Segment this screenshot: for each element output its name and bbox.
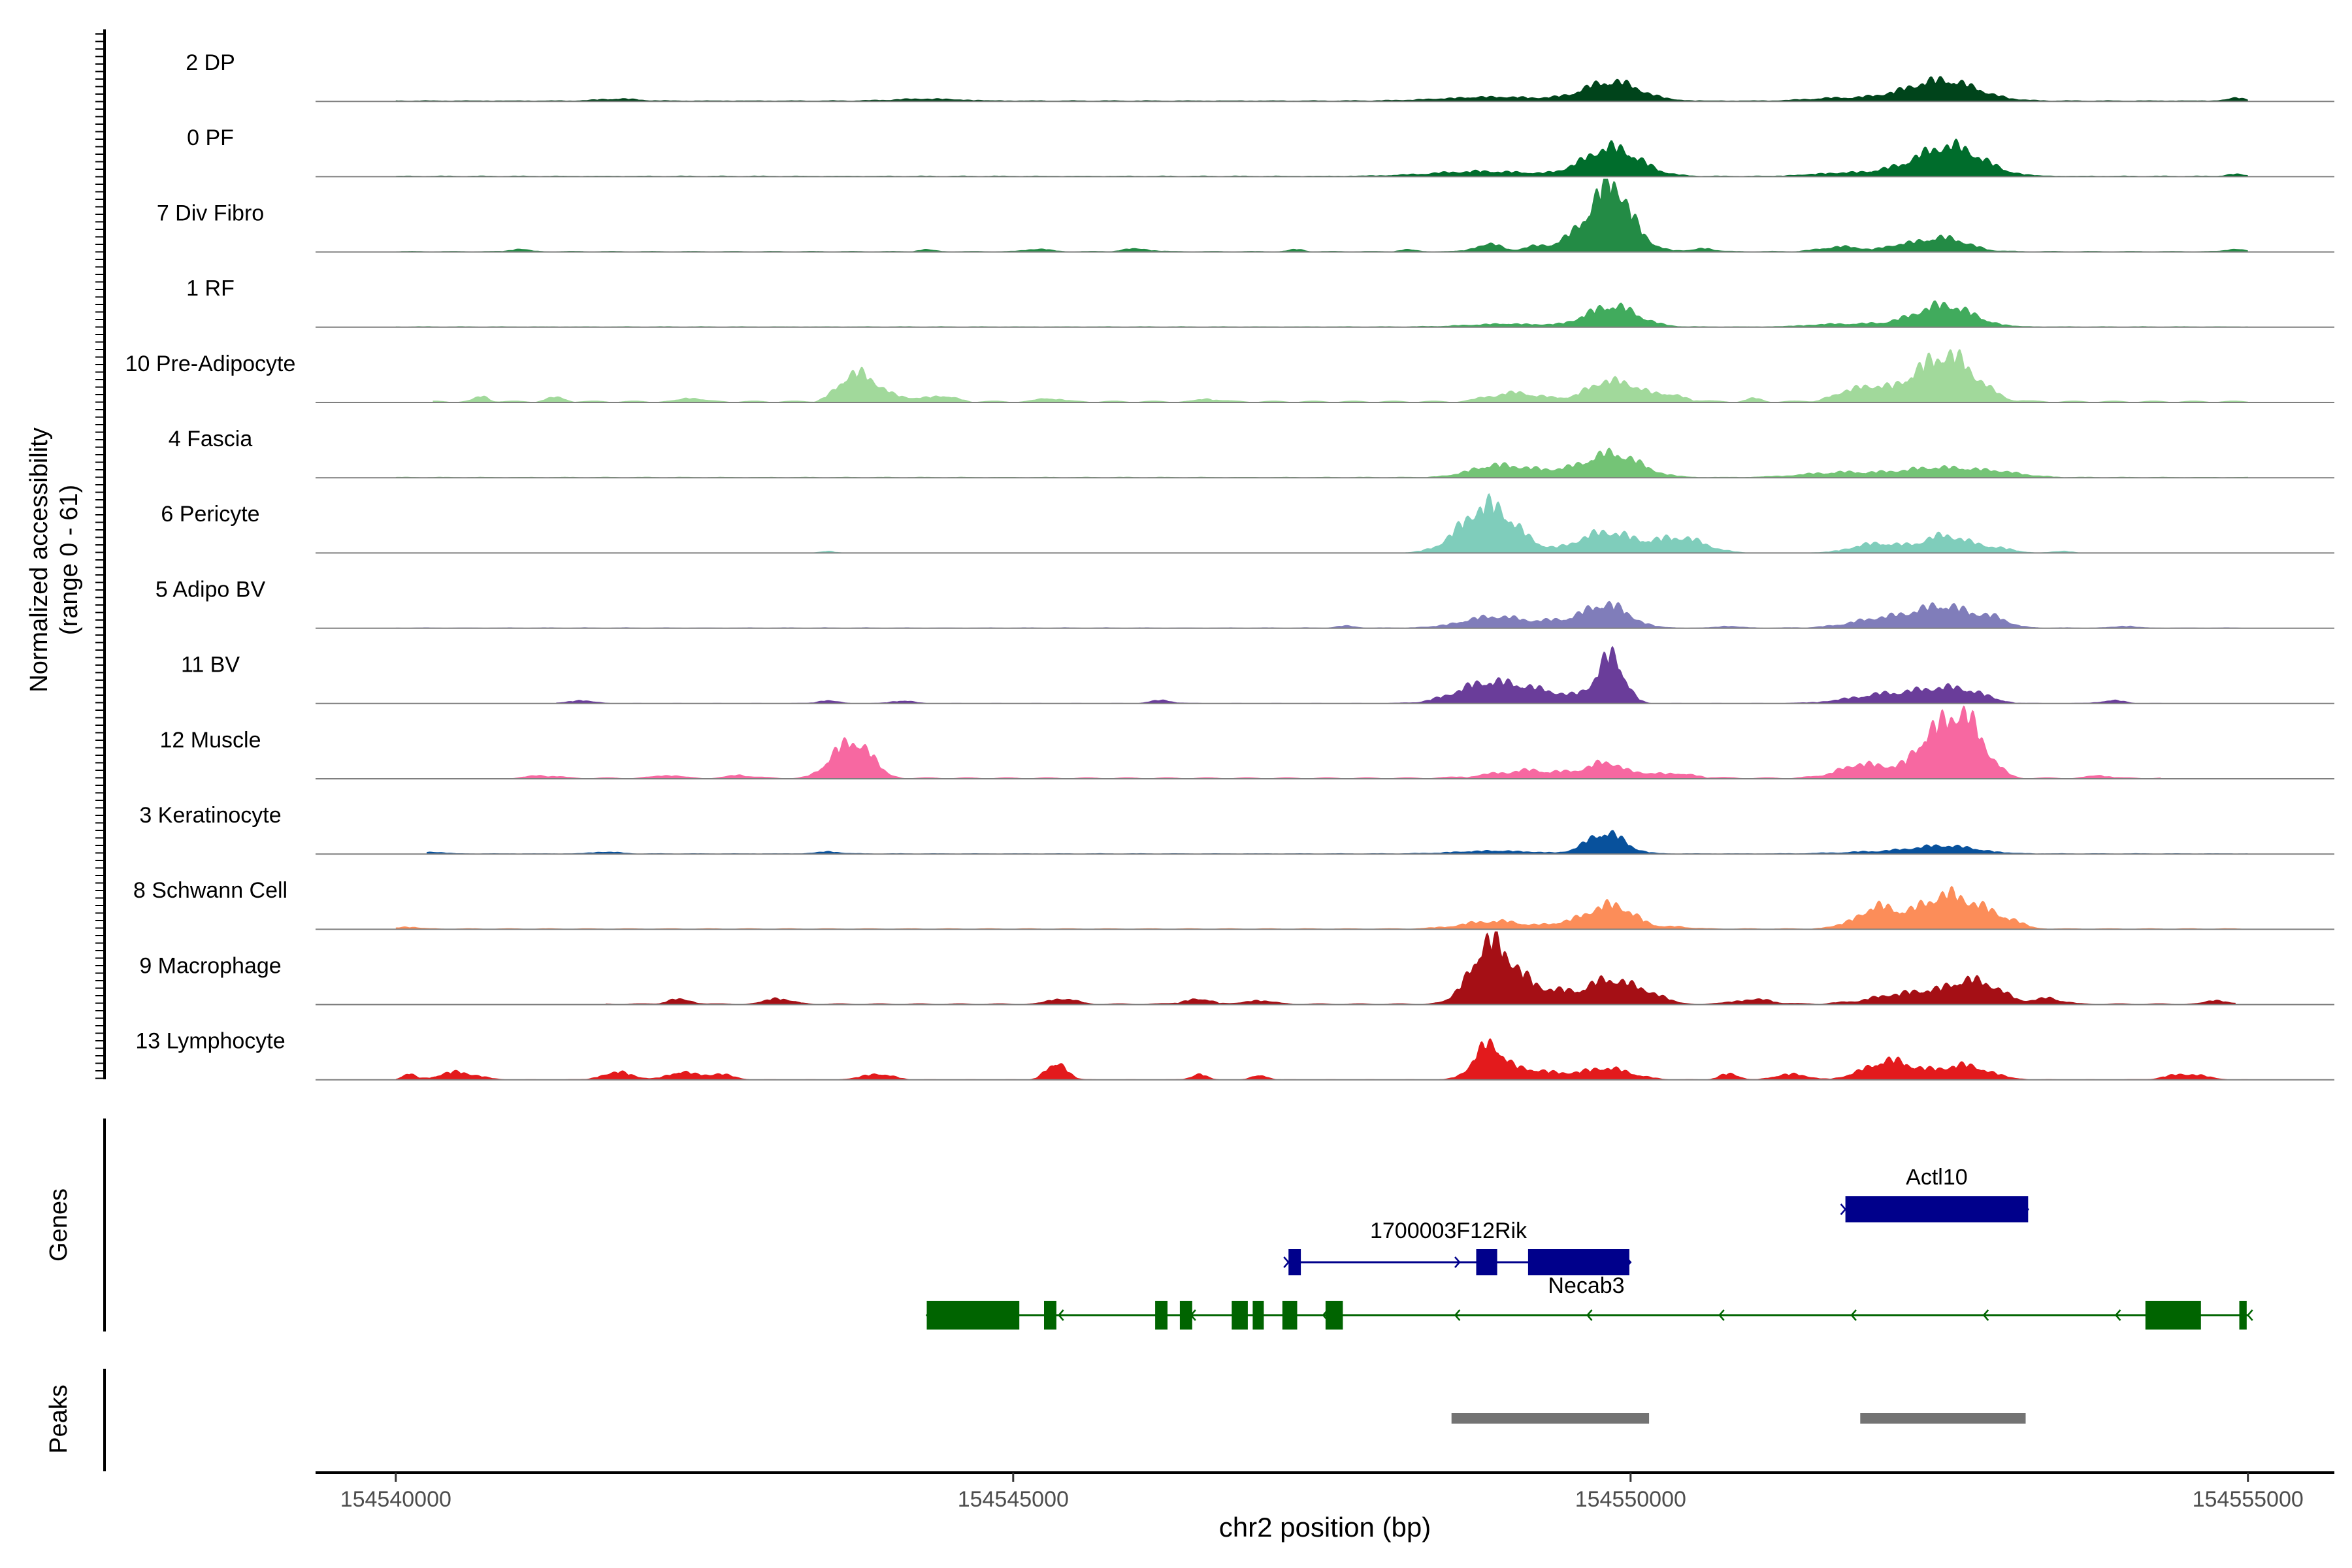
track-label: 12 Muscle	[160, 728, 261, 753]
track-coverage-area	[556, 645, 2187, 704]
strand-arrow-icon	[1454, 1309, 1461, 1321]
track-5-adipo-bv: 5 Adipo BV	[155, 577, 2334, 629]
gene-label: Actl10	[1906, 1165, 1968, 1190]
x-axis: chr2 position (bp) 154540000 154545000 154…	[316, 1471, 2334, 1543]
strand-arrow-icon	[1586, 1309, 1593, 1321]
gene-annotation-track: Genes Actl10 1700003F12Rik Necab3	[45, 1119, 2253, 1331]
gene-exon	[1179, 1301, 1192, 1330]
x-axis-label: chr2 position (bp)	[1219, 1512, 1431, 1543]
gene-exon	[1325, 1301, 1343, 1330]
track-0-pf: 0 PF	[187, 125, 2334, 178]
gene-exon	[1232, 1301, 1248, 1330]
track-1-rf: 1 RF	[186, 276, 2334, 328]
track-coverage-area	[395, 1038, 2248, 1080]
track-label: 1 RF	[186, 276, 235, 301]
gene-exon	[1527, 1249, 1629, 1275]
track-label: 11 BV	[181, 653, 240, 678]
strand-arrow-icon	[1058, 1309, 1064, 1321]
strand-arrow-icon	[1840, 1203, 1847, 1215]
track-label: 4 Fascia	[169, 427, 253, 451]
peak-region	[1451, 1413, 1650, 1424]
track-10-pre-adipocyte: 10 Pre-Adipocyte	[125, 349, 2334, 403]
gene-exon	[1476, 1249, 1497, 1275]
peaks-track: Peaks	[45, 1369, 2026, 1471]
gene-exon	[2239, 1301, 2247, 1330]
x-tick-label: 154550000	[1575, 1487, 1686, 1512]
strand-arrow-icon	[1454, 1256, 1461, 1268]
peak-region	[1860, 1413, 2026, 1424]
gene-exon	[1845, 1196, 2029, 1222]
gene-exon	[2145, 1301, 2201, 1330]
track-coverage-area	[606, 931, 2236, 1005]
gene-exon	[1282, 1301, 1298, 1330]
gene-actl10: Actl10	[1840, 1165, 2029, 1222]
peaks-axis-label: Peaks	[45, 1384, 73, 1454]
gene-exon	[1288, 1249, 1301, 1275]
track-6-pericyte: 6 Pericyte	[161, 493, 2334, 554]
track-label: 10 Pre-Adipocyte	[125, 351, 296, 376]
track-label: 6 Pericyte	[161, 502, 259, 527]
strand-arrow-icon	[1850, 1309, 1857, 1321]
track-coverage-area	[395, 300, 2248, 327]
track-coverage-area	[395, 493, 2248, 553]
track-label: 9 Macrophage	[139, 953, 281, 978]
track-coverage-area	[395, 178, 2248, 252]
track-7-div-fibro: 7 Div Fibro	[157, 178, 2334, 253]
track-coverage-area	[506, 706, 2162, 779]
y-axis-label-range: (range 0 - 61)	[56, 485, 83, 635]
track-coverage-area	[395, 600, 2248, 629]
track-12-muscle: 12 Muscle	[160, 706, 2334, 779]
x-tick-label: 154545000	[958, 1487, 1069, 1512]
track-13-lymphocyte: 13 Lymphocyte	[135, 1029, 2334, 1081]
gene-exon	[1252, 1301, 1264, 1330]
strand-arrow-icon	[1283, 1256, 1290, 1268]
track-label: 0 PF	[187, 125, 234, 150]
gene-exon	[1044, 1301, 1056, 1330]
strand-arrow-icon	[2114, 1309, 2121, 1321]
track-8-schwann-cell: 8 Schwann Cell	[133, 878, 2334, 930]
gene-1700003f12rik: 1700003F12Rik	[1283, 1218, 1632, 1275]
y-axis-label: Normalized accessibility	[25, 427, 53, 692]
strand-arrow-icon	[1718, 1309, 1725, 1321]
track-label: 2 DP	[186, 50, 235, 75]
track-3-keratinocyte: 3 Keratinocyte	[139, 803, 2334, 855]
strand-arrow-icon	[1982, 1309, 1989, 1321]
track-4-fascia: 4 Fascia	[169, 427, 2334, 479]
coverage-y-axis: Normalized accessibility (range 0 - 61)	[25, 29, 106, 1079]
track-coverage-area	[395, 76, 2248, 102]
strand-arrow-icon	[2247, 1309, 2253, 1321]
track-label: 3 Keratinocyte	[139, 803, 281, 828]
gene-exon	[1155, 1301, 1168, 1330]
track-2-dp: 2 DP	[186, 50, 2334, 103]
genes-axis-label: Genes	[45, 1188, 73, 1262]
x-tick-label: 154540000	[340, 1487, 451, 1512]
track-coverage-area	[395, 448, 2248, 478]
coverage-tracks: 2 DP 0 PF 7 Div Fibro 1 RF 10 Pre-Adipocyte 4…	[125, 50, 2334, 1081]
track-9-macrophage: 9 Macrophage	[139, 931, 2334, 1005]
x-tick-label: 154555000	[2193, 1487, 2304, 1512]
gene-exon	[926, 1301, 1020, 1330]
track-coverage-area	[395, 139, 2248, 177]
track-label: 13 Lymphocyte	[135, 1029, 285, 1054]
track-label: 8 Schwann Cell	[133, 878, 287, 903]
gene-label: 1700003F12Rik	[1370, 1218, 1527, 1243]
track-coverage-area	[395, 885, 2248, 930]
gene-label: Necab3	[1548, 1273, 1624, 1298]
gene-necab3: Necab3	[925, 1273, 2253, 1330]
track-11-bv: 11 BV	[181, 645, 2334, 704]
track-label: 5 Adipo BV	[155, 577, 266, 602]
track-coverage-area	[427, 830, 2248, 855]
track-coverage-area	[433, 349, 2248, 402]
track-label: 7 Div Fibro	[157, 201, 264, 225]
